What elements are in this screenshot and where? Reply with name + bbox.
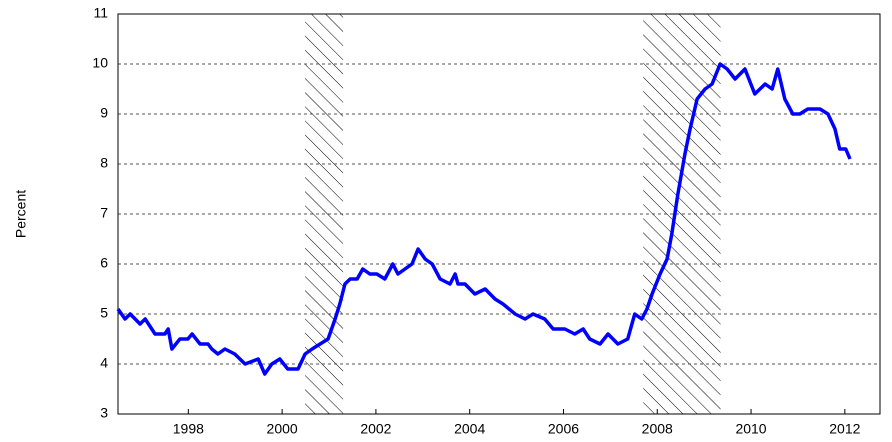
x-tick-label: 2012 bbox=[829, 421, 860, 437]
x-tick-label: 2006 bbox=[548, 421, 579, 437]
y-tick-label: 10 bbox=[92, 55, 108, 71]
y-tick-label: 6 bbox=[100, 255, 108, 271]
x-tick-label: 1998 bbox=[173, 421, 204, 437]
y-tick-label: 3 bbox=[100, 405, 108, 421]
y-tick-label: 11 bbox=[93, 5, 108, 21]
y-axis-label: Percent bbox=[13, 190, 29, 238]
y-tick-label: 8 bbox=[100, 155, 108, 171]
x-tick-label: 2010 bbox=[735, 421, 766, 437]
y-tick-label: 4 bbox=[100, 355, 108, 371]
plot-frame bbox=[117, 13, 881, 415]
y-tick-label: 7 bbox=[100, 205, 108, 221]
y-tick-label: 9 bbox=[100, 105, 108, 121]
x-tick-label: 2000 bbox=[267, 421, 298, 437]
x-tick-label: 2004 bbox=[454, 421, 485, 437]
x-tick-label: 2002 bbox=[360, 421, 391, 437]
x-tick-label: 2008 bbox=[642, 421, 673, 437]
data-line bbox=[116, 62, 852, 376]
y-tick-label: 5 bbox=[100, 305, 108, 321]
